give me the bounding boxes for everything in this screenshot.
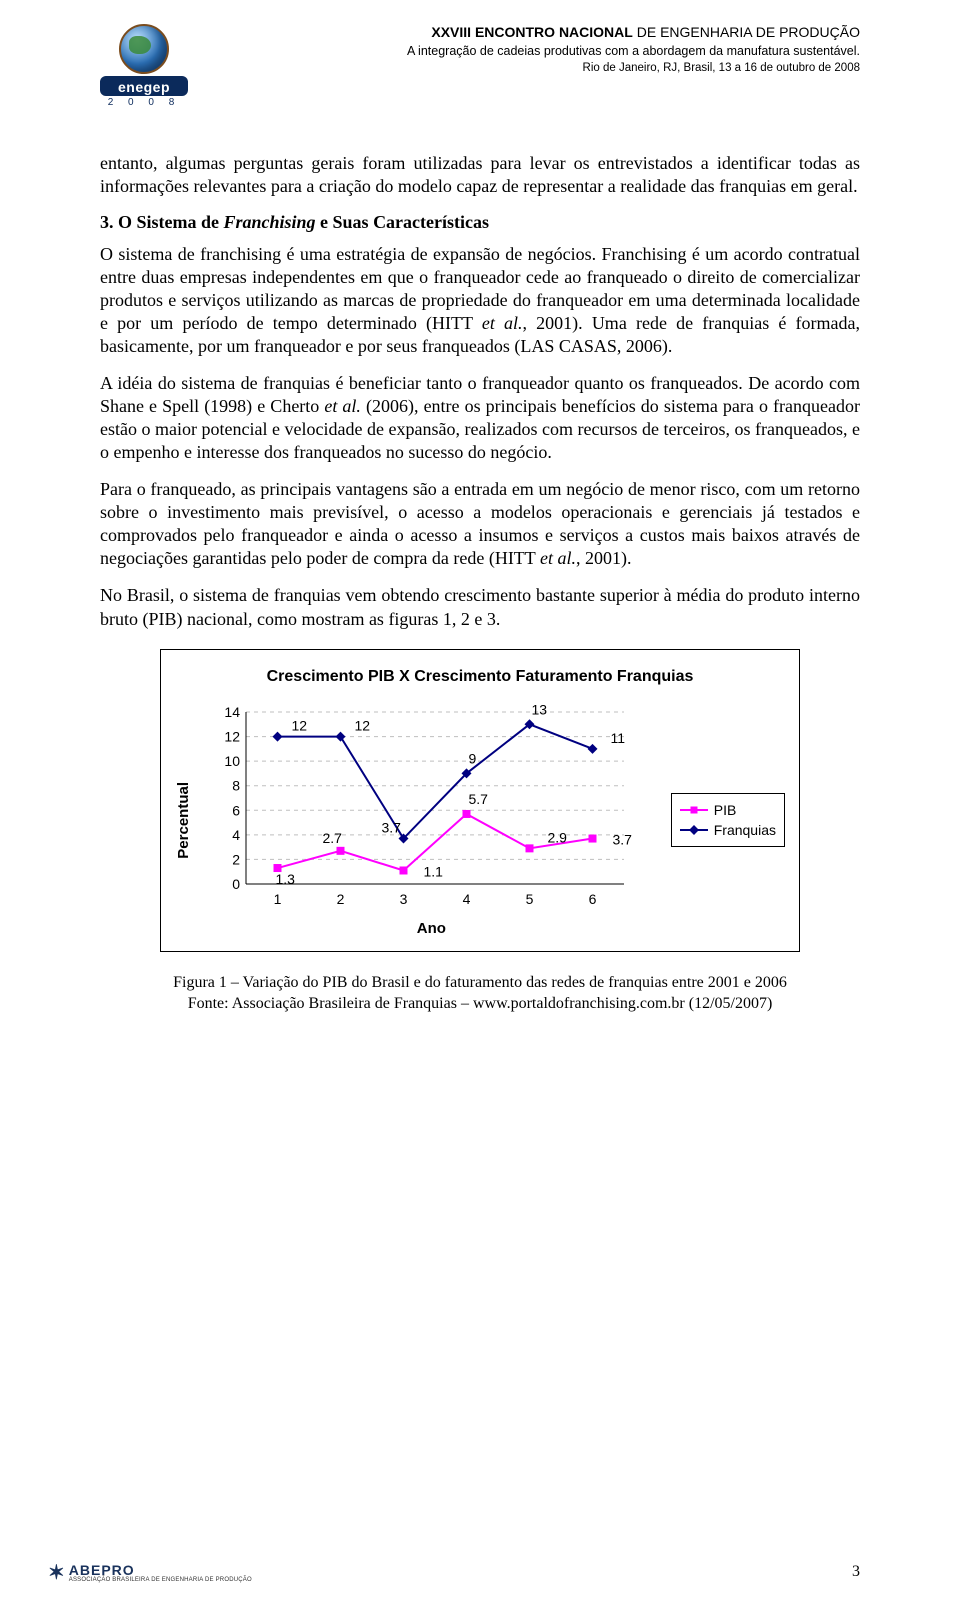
- legend-label-pib: PIB: [714, 802, 737, 818]
- logo-year: 2 0 0 8: [100, 97, 188, 108]
- chart-container: Crescimento PIB X Crescimento Faturament…: [160, 649, 800, 952]
- enegep-logo: enegep 2 0 0 8: [100, 24, 188, 108]
- plot-wrap: 024681012141234561.32.71.15.72.93.712123…: [204, 704, 659, 937]
- svg-text:12: 12: [355, 717, 371, 733]
- p3-it1: et al.: [324, 396, 361, 416]
- paragraph-1: entanto, algumas perguntas gerais foram …: [100, 152, 860, 198]
- footer-sub: ASSOCIAÇÃO BRASILEIRA DE ENGENHARIA DE P…: [69, 1577, 252, 1583]
- svg-text:2: 2: [337, 891, 345, 907]
- p4a: Para o franqueado, as principais vantage…: [100, 479, 860, 568]
- svg-text:1: 1: [274, 891, 282, 907]
- chart-row: Percentual 024681012141234561.32.71.15.7…: [175, 704, 785, 937]
- page-header: enegep 2 0 0 8 XXVIII ENCONTRO NACIONAL …: [100, 24, 860, 108]
- header-line1-rest: DE ENGENHARIA DE PRODUÇÃO: [633, 24, 860, 40]
- page-number: 3: [852, 1563, 860, 1581]
- svg-text:6: 6: [232, 802, 240, 818]
- page: enegep 2 0 0 8 XXVIII ENCONTRO NACIONAL …: [0, 0, 960, 1607]
- svg-text:12: 12: [292, 717, 308, 733]
- svg-text:14: 14: [224, 704, 240, 720]
- figure-caption: Figura 1 – Variação do PIB do Brasil e d…: [100, 972, 860, 1015]
- legend-item-pib: PIB: [680, 800, 776, 820]
- paragraph-2: O sistema de franchising é uma estratégi…: [100, 243, 860, 358]
- svg-text:8: 8: [232, 777, 240, 793]
- svg-text:5: 5: [526, 891, 534, 907]
- section-ital: Franchising: [224, 212, 316, 232]
- svg-text:3: 3: [400, 891, 408, 907]
- svg-text:11: 11: [611, 729, 626, 745]
- svg-text:13: 13: [532, 704, 548, 717]
- svg-text:1.1: 1.1: [424, 863, 444, 879]
- section-title: 3. O Sistema de Franchising e Suas Carac…: [100, 212, 860, 233]
- svg-text:12: 12: [224, 728, 240, 744]
- svg-text:4: 4: [463, 891, 471, 907]
- p2-it1: et al.: [482, 313, 523, 333]
- chart-title: Crescimento PIB X Crescimento Faturament…: [175, 668, 785, 686]
- svg-text:2: 2: [232, 851, 240, 867]
- svg-text:1.3: 1.3: [276, 871, 296, 887]
- legend-item-franquias: Franquias: [680, 820, 776, 840]
- svg-text:6: 6: [589, 891, 597, 907]
- x-axis-label: Ano: [204, 920, 659, 937]
- section-num: 3.: [100, 212, 118, 232]
- svg-text:9: 9: [469, 750, 477, 766]
- paragraph-3: A idéia do sistema de franquias é benefi…: [100, 372, 860, 464]
- logo-band: enegep: [100, 76, 188, 96]
- svg-text:2.7: 2.7: [323, 829, 343, 845]
- section-a: O Sistema de: [118, 212, 224, 232]
- svg-text:10: 10: [224, 753, 240, 769]
- caption-line2: Fonte: Associação Brasileira de Franquia…: [188, 995, 773, 1012]
- svg-text:4: 4: [232, 826, 240, 842]
- caption-line1: Figura 1 – Variação do PIB do Brasil e d…: [173, 974, 787, 991]
- header-line1-bold: XXVIII ENCONTRO NACIONAL: [431, 24, 632, 40]
- legend-label-franquias: Franquias: [714, 822, 776, 838]
- footer-brand: ABEPRO: [69, 1563, 252, 1577]
- legend-swatch-pib: [680, 809, 708, 811]
- header-line1: XXVIII ENCONTRO NACIONAL DE ENGENHARIA D…: [202, 24, 860, 42]
- svg-text:2.9: 2.9: [548, 829, 568, 845]
- plot-area: 024681012141234561.32.71.15.72.93.712123…: [204, 704, 634, 914]
- p4-it1: et al.: [540, 548, 576, 568]
- header-line2: A integração de cadeias produtivas com a…: [202, 44, 860, 60]
- globe-icon: [119, 24, 169, 74]
- header-line3: Rio de Janeiro, RJ, Brasil, 13 a 16 de o…: [202, 61, 860, 75]
- paragraph-4: Para o franqueado, as principais vantage…: [100, 478, 860, 570]
- header-text: XXVIII ENCONTRO NACIONAL DE ENGENHARIA D…: [202, 24, 860, 76]
- paragraph-5: No Brasil, o sistema de franquias vem ob…: [100, 584, 860, 630]
- section-b: e Suas Características: [316, 212, 489, 232]
- svg-text:5.7: 5.7: [469, 791, 489, 807]
- svg-text:3.7: 3.7: [613, 831, 633, 847]
- legend: PIB Franquias: [671, 793, 785, 847]
- svg-text:0: 0: [232, 876, 240, 892]
- y-axis-label: Percentual: [175, 782, 192, 859]
- p4b: , 2001).: [576, 548, 632, 568]
- footer-text: ABEPRO ASSOCIAÇÃO BRASILEIRA DE ENGENHAR…: [69, 1563, 252, 1583]
- legend-swatch-franquias: [680, 829, 708, 831]
- body-text: entanto, algumas perguntas gerais foram …: [100, 152, 860, 631]
- footer-logo: ✶ ABEPRO ASSOCIAÇÃO BRASILEIRA DE ENGENH…: [48, 1560, 252, 1585]
- svg-text:3.7: 3.7: [382, 819, 402, 835]
- footer-mark-icon: ✶: [48, 1560, 63, 1585]
